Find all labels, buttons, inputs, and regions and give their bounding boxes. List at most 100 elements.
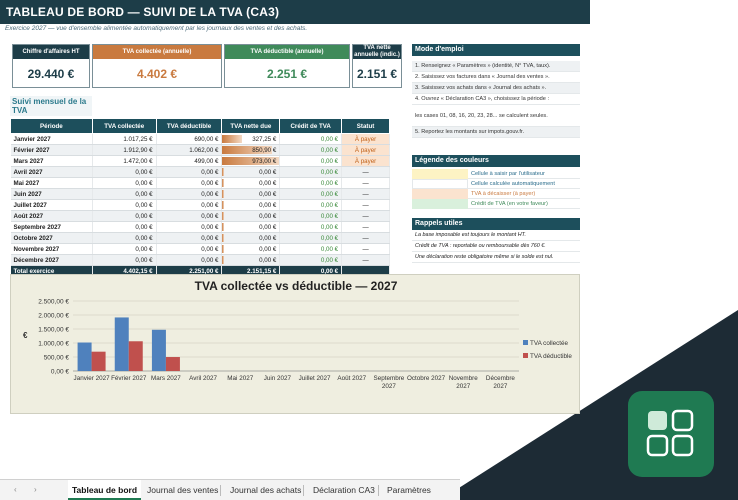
tab-scroll-right-button[interactable]: › (34, 485, 37, 494)
net-value: 0,00 € (259, 245, 277, 253)
vat-collected-cell: 1.017,25 € (92, 133, 157, 145)
chart-canvas: 0,00 € 500,00 € 1.000,00 € 1.500,00 € 2.000,… (23, 299, 572, 391)
vat-deductible-cell: 0,00 € (156, 166, 223, 178)
status-cell: — (341, 166, 390, 178)
kpi-value: 29.440 € (27, 67, 75, 81)
legend-item: Crédit de TVA (en votre faveur) (412, 199, 580, 209)
reminder-item: La base imposable est toujours le montan… (412, 230, 580, 241)
status-cell: — (341, 243, 390, 255)
instructions-panel: Mode d'emploi 1. Renseignez « Paramètres… (412, 44, 580, 138)
tab-separator (220, 485, 221, 496)
legend-swatch (412, 199, 468, 209)
legend-swatch (523, 340, 528, 345)
tab-journal-des-achats[interactable]: Journal des achats (230, 485, 302, 495)
table-row: Novembre 2027 0,00 €0,00 €0,00 €0,00 € — (10, 243, 390, 255)
table-row: Mai 2027 0,00 €0,00 €0,00 €0,00 € — (10, 177, 390, 189)
kpi-value: 4.402 € (136, 67, 178, 81)
x-tick-label: Juin 2027 (264, 375, 292, 382)
column-header: TVA collectée (91, 118, 157, 134)
legend-swatch (412, 169, 468, 179)
legend-label: TVA déductible (530, 353, 572, 360)
net-databar (222, 212, 224, 220)
tab-declaration-ca3[interactable]: Déclaration CA3 (313, 485, 375, 495)
grid-icon (646, 409, 694, 457)
vat-collected-cell: 0,00 € (92, 232, 157, 244)
period-cell: Mai 2027 (10, 177, 93, 189)
y-tick-label: 1.500,00 € (38, 327, 69, 334)
sheet-tab-bar: ‹ › Tableau de bord Journal des ventes J… (0, 479, 460, 500)
status-cell: À payer (341, 133, 390, 145)
table-row: Juin 2027 0,00 €0,00 €0,00 €0,00 € — (10, 188, 390, 200)
vat-net-cell: 0,00 € (221, 210, 281, 222)
legend-title: Légende des couleurs (412, 155, 580, 167)
vat-credit-cell: 0,00 € (279, 166, 343, 178)
vat-net-cell: 0,00 € (221, 199, 281, 211)
legend-label: TVA collectée (530, 340, 569, 347)
vat-net-cell: 0,00 € (221, 188, 281, 200)
vat-collected-cell: 0,00 € (92, 199, 157, 211)
x-tick-label: Novembre 2027 (449, 375, 479, 390)
x-tick-label: Juillet 2027 (299, 375, 331, 382)
instruction-step: 1. Renseignez « Paramètres » (identité, … (412, 61, 580, 72)
net-databar (222, 146, 272, 154)
y-tick-label: 2.000,00 € (38, 313, 69, 320)
legend-item: TVA à décaisser (à payer) (412, 189, 580, 199)
tab-scroll-left-button[interactable]: ‹ (14, 485, 17, 494)
vat-collected-cell: 1.472,00 € (92, 155, 157, 167)
reminder-item: Crédit de TVA : reportable ou remboursab… (412, 241, 580, 252)
x-tick-label: Octobre 2027 (407, 375, 446, 382)
kpi-value: 2.151 € (356, 67, 398, 81)
color-legend-panel: Légende des couleurs Cellule à saisir pa… (412, 155, 580, 209)
vat-collected-cell: 0,00 € (92, 210, 157, 222)
legend-swatch (412, 189, 468, 199)
reminders-panel: Rappels utiles La base imposable est tou… (412, 218, 580, 263)
status-cell: — (341, 232, 390, 244)
net-databar (222, 256, 224, 264)
table-row: Août 2027 0,00 €0,00 €0,00 €0,00 € — (10, 210, 390, 222)
legend-text: TVA à décaisser (à payer) (471, 191, 536, 197)
legend-text: Cellule à saisir par l'utilisateur (471, 171, 545, 177)
vat-credit-cell: 0,00 € (279, 155, 343, 167)
table-row: Septembre 2027 0,00 €0,00 €0,00 €0,00 € — (10, 221, 390, 233)
vat-collected-cell: 0,00 € (92, 254, 157, 266)
vat-collected-cell: 1.912,90 € (92, 144, 157, 156)
period-cell: Août 2027 (10, 210, 93, 222)
tab-tableau-de-bord[interactable]: Tableau de bord (68, 480, 142, 500)
net-databar (222, 157, 280, 165)
app-grid-icon[interactable] (628, 391, 714, 477)
x-tick-label: Janvier 2027 (74, 375, 111, 382)
vat-deductible-cell: 0,00 € (156, 232, 223, 244)
vat-net-cell: 0,00 € (221, 232, 281, 244)
instruction-step: 5. Reportez les montants sur impots.gouv… (412, 127, 580, 138)
vat-chart[interactable]: TVA collectée vs déductible — 2027 0,00 … (10, 274, 580, 414)
legend-swatch (523, 353, 528, 358)
period-cell: Février 2027 (10, 144, 93, 156)
period-cell: Novembre 2027 (10, 243, 93, 255)
instruction-step: 2. Saisissez vos factures dans « Journal… (412, 72, 580, 83)
vat-deductible-cell: 1.062,00 € (156, 144, 223, 156)
table-row: Avril 2027 0,00 €0,00 €0,00 €0,00 € — (10, 166, 390, 178)
legend-item: Cellule calculée automatiquement (412, 179, 580, 189)
y-tick-label: 500,00 € (44, 355, 70, 362)
vat-credit-cell: 0,00 € (279, 243, 343, 255)
status-cell: — (341, 177, 390, 189)
vat-credit-cell: 0,00 € (279, 210, 343, 222)
net-value: 0,00 € (259, 179, 277, 187)
tab-journal-des-ventes[interactable]: Journal des ventes (147, 485, 219, 495)
vat-collected-cell: 0,00 € (92, 243, 157, 255)
instruction-step: 4. Ouvrez « Déclaration CA3 », choisisse… (412, 94, 580, 105)
tab-separator (378, 485, 379, 496)
status-cell: — (341, 199, 390, 211)
vat-credit-cell: 0,00 € (279, 188, 343, 200)
x-tick-label: Mai 2027 (227, 375, 253, 382)
vat-net-cell: 0,00 € (221, 221, 281, 233)
vat-deductible-cell: 0,00 € (156, 177, 223, 189)
vat-collected-cell: 0,00 € (92, 166, 157, 178)
chart-title: TVA collectée vs déductible — 2027 (194, 279, 398, 293)
bar-collected (77, 342, 92, 371)
vat-deductible-cell: 499,00 € (156, 155, 223, 167)
tab-parametres[interactable]: Paramètres (387, 485, 431, 495)
x-tick-label: Mars 2027 (151, 375, 181, 382)
x-tick-label: Septembre 2027 (374, 375, 405, 390)
period-cell: Septembre 2027 (10, 221, 93, 233)
